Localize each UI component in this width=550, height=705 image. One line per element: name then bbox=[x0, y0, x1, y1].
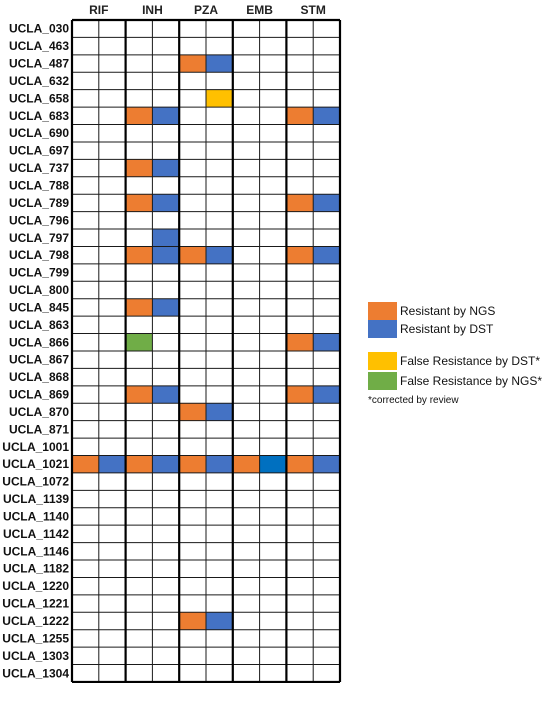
cell-ucla-789-stm-ngs bbox=[286, 194, 314, 212]
cell-ucla-789-stm-dst bbox=[313, 194, 340, 212]
row-label-ucla-870: UCLA_870 bbox=[9, 405, 69, 419]
row-label-ucla-1001: UCLA_1001 bbox=[2, 440, 69, 454]
row-label-ucla-797: UCLA_797 bbox=[9, 231, 69, 245]
cell-ucla-789-inh-dst bbox=[152, 194, 180, 212]
row-label-ucla-867: UCLA_867 bbox=[9, 353, 69, 367]
row-label-ucla-788: UCLA_788 bbox=[9, 178, 69, 192]
cell-ucla-1021-stm-dst bbox=[313, 455, 340, 473]
cell-ucla-798-inh-dst bbox=[152, 246, 180, 264]
row-label-ucla-789: UCLA_789 bbox=[9, 196, 69, 210]
row-label-ucla-683: UCLA_683 bbox=[9, 109, 69, 123]
cell-ucla-869-stm-ngs bbox=[286, 385, 314, 404]
cell-ucla-737-inh-dst bbox=[152, 159, 180, 177]
row-label-ucla-1220: UCLA_1220 bbox=[2, 579, 69, 593]
row-label-ucla-1021: UCLA_1021 bbox=[2, 457, 69, 471]
legend-label-false-dst: False Resistance by DST* bbox=[400, 354, 540, 368]
legend-label-false-ngs: False Resistance by NGS* bbox=[400, 374, 542, 388]
row-label-ucla-1222: UCLA_1222 bbox=[2, 614, 69, 628]
cell-ucla-798-pza-dst bbox=[206, 246, 233, 264]
cell-ucla-869-inh-dst bbox=[152, 385, 180, 404]
column-header-emb: EMB bbox=[246, 3, 273, 17]
row-label-ucla-1139: UCLA_1139 bbox=[3, 492, 69, 506]
row-label-ucla-798: UCLA_798 bbox=[9, 248, 69, 262]
cell-ucla-789-inh-ngs bbox=[125, 194, 153, 212]
legend-swatch-resistant-dst bbox=[368, 320, 397, 338]
legend-label-resistant-ngs: Resistant by NGS bbox=[400, 304, 495, 318]
row-label-ucla-1140: UCLA_1140 bbox=[3, 509, 69, 523]
cell-ucla-869-stm-dst bbox=[313, 385, 340, 404]
cell-ucla-683-inh-ngs bbox=[125, 107, 153, 125]
cell-ucla-1021-pza-ngs bbox=[179, 455, 206, 473]
cell-ucla-798-stm-ngs bbox=[286, 246, 314, 264]
row-label-ucla-690: UCLA_690 bbox=[9, 126, 69, 140]
cell-ucla-737-inh-ngs bbox=[125, 159, 153, 177]
cell-ucla-797-inh-dst bbox=[152, 229, 180, 247]
cell-ucla-845-inh-dst bbox=[152, 298, 180, 317]
legend-label-resistant-dst: Resistant by DST bbox=[400, 322, 494, 336]
row-label-ucla-1072: UCLA_1072 bbox=[2, 475, 69, 489]
cell-ucla-870-pza-ngs bbox=[179, 403, 206, 421]
row-label-ucla-863: UCLA_863 bbox=[9, 318, 69, 332]
cell-ucla-1021-emb-ngs bbox=[232, 455, 260, 473]
cell-ucla-1021-stm-ngs bbox=[286, 455, 314, 473]
row-label-ucla-866: UCLA_866 bbox=[9, 335, 69, 349]
row-label-ucla-1146: UCLA_1146 bbox=[3, 544, 69, 558]
row-label-ucla-1142: UCLA_1142 bbox=[3, 527, 69, 541]
cell-ucla-870-pza-dst bbox=[206, 403, 233, 421]
cell-ucla-1021-emb-dst bbox=[259, 455, 287, 473]
row-label-ucla-871: UCLA_871 bbox=[9, 422, 69, 436]
cell-ucla-798-pza-ngs bbox=[179, 246, 206, 264]
row-label-ucla-658: UCLA_658 bbox=[9, 91, 69, 105]
cell-ucla-683-stm-ngs bbox=[286, 107, 314, 125]
cell-ucla-658-pza-dst bbox=[206, 89, 233, 108]
cell-ucla-487-pza-dst bbox=[206, 54, 233, 73]
row-label-ucla-1182: UCLA_1182 bbox=[3, 562, 69, 576]
cell-ucla-1021-inh-dst bbox=[152, 455, 180, 473]
legend-swatch-resistant-ngs bbox=[368, 302, 397, 320]
cell-ucla-1021-rif-ngs bbox=[72, 455, 99, 473]
row-label-ucla-869: UCLA_869 bbox=[9, 388, 69, 402]
cell-ucla-869-inh-ngs bbox=[125, 385, 153, 404]
cell-ucla-1021-inh-ngs bbox=[125, 455, 153, 473]
row-label-ucla-697: UCLA_697 bbox=[9, 144, 69, 158]
row-label-ucla-796: UCLA_796 bbox=[9, 213, 69, 227]
column-header-rif: RIF bbox=[89, 3, 108, 17]
cell-ucla-845-inh-ngs bbox=[125, 298, 153, 317]
cell-ucla-866-stm-ngs bbox=[286, 333, 314, 351]
column-header-inh: INH bbox=[142, 3, 163, 17]
cell-ucla-866-stm-dst bbox=[313, 333, 340, 351]
row-label-ucla-845: UCLA_845 bbox=[9, 300, 69, 314]
row-label-ucla-463: UCLA_463 bbox=[9, 39, 69, 53]
cell-ucla-1222-pza-dst bbox=[206, 612, 233, 630]
row-label-ucla-868: UCLA_868 bbox=[9, 370, 69, 384]
row-label-ucla-030: UCLA_030 bbox=[9, 22, 69, 36]
cell-ucla-866-inh-ngs bbox=[125, 333, 153, 351]
row-label-ucla-737: UCLA_737 bbox=[9, 161, 69, 175]
cell-ucla-683-stm-dst bbox=[313, 107, 340, 125]
legend-note: *corrected by review bbox=[368, 395, 459, 406]
row-label-ucla-1221: UCLA_1221 bbox=[2, 597, 69, 611]
cell-ucla-1222-pza-ngs bbox=[179, 612, 206, 630]
row-label-ucla-799: UCLA_799 bbox=[9, 266, 69, 280]
cell-ucla-798-stm-dst bbox=[313, 246, 340, 264]
cell-ucla-798-inh-ngs bbox=[125, 246, 153, 264]
column-header-pza: PZA bbox=[194, 3, 218, 17]
row-label-ucla-1255: UCLA_1255 bbox=[2, 631, 69, 645]
legend-swatch-false-dst bbox=[368, 352, 397, 370]
row-label-ucla-800: UCLA_800 bbox=[9, 283, 69, 297]
cell-ucla-487-pza-ngs bbox=[179, 54, 206, 73]
row-label-ucla-487: UCLA_487 bbox=[9, 57, 69, 71]
cell-ucla-683-inh-dst bbox=[152, 107, 180, 125]
row-label-ucla-1303: UCLA_1303 bbox=[2, 649, 69, 663]
column-header-stm: STM bbox=[301, 3, 326, 17]
cell-ucla-1021-rif-dst bbox=[98, 455, 126, 473]
row-label-ucla-1304: UCLA_1304 bbox=[2, 666, 69, 680]
cell-ucla-1021-pza-dst bbox=[206, 455, 233, 473]
row-label-ucla-632: UCLA_632 bbox=[9, 74, 69, 88]
legend-swatch-false-ngs bbox=[368, 372, 397, 390]
